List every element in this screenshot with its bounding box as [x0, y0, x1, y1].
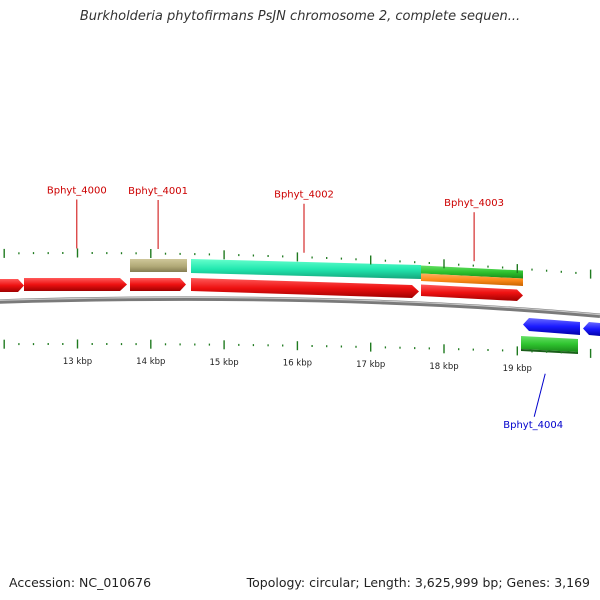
genome-backbone-highlight	[0, 296, 600, 316]
gene-arrow[interactable]	[583, 322, 600, 336]
gene-arrow[interactable]	[130, 278, 186, 291]
scale-ticks-inner	[3, 339, 592, 358]
scale-tick-label: 19 kbp	[503, 364, 532, 374]
gene-label[interactable]: Bphyt_4003	[444, 198, 504, 209]
genome-backbone	[0, 296, 600, 319]
gene-label-leader	[533, 373, 546, 417]
gene-arrow[interactable]	[421, 265, 523, 279]
scale-tick-label: 17 kbp	[356, 360, 385, 370]
page-title: Burkholderia phytofirmans PsJN chromosom…	[79, 9, 521, 24]
topology-length-genes-label: Topology: circular; Length: 3,625,999 bp…	[246, 575, 590, 590]
scale-tick-labels: 13 kbp 14 kbp 15 kbp 16 kbp 17 kbp 18 kbp 19 k…	[63, 357, 532, 374]
gene-arrow[interactable]	[521, 349, 578, 354]
gene-arrow[interactable]	[130, 259, 187, 272]
gene-arrow[interactable]	[421, 284, 523, 302]
gene-arrow[interactable]	[521, 336, 578, 352]
gene-arrow[interactable]	[24, 278, 127, 291]
accession-label: Accession: NC_010676	[9, 575, 152, 590]
gene-arrow[interactable]	[191, 278, 419, 298]
gene-arrow[interactable]	[523, 318, 580, 335]
scale-tick-label: 18 kbp	[429, 362, 458, 372]
gene-arrow[interactable]	[191, 259, 421, 279]
gene-arrow[interactable]	[421, 273, 523, 287]
gene-label[interactable]: Bphyt_4004	[503, 420, 563, 431]
gene-label[interactable]: Bphyt_4000	[47, 186, 107, 197]
gene-label[interactable]: Bphyt_4001	[128, 186, 188, 197]
scale-tick-label: 13 kbp	[63, 357, 92, 367]
scale-ticks-outer	[3, 248, 592, 279]
gene-labels: Bphyt_4000 Bphyt_4001 Bphyt_4002 Bphyt_4003…	[47, 186, 563, 431]
gene-arrow[interactable]	[0, 279, 24, 292]
gene-label[interactable]: Bphyt_4002	[274, 190, 334, 201]
scale-tick-label: 15 kbp	[209, 358, 238, 368]
scale-tick-label: 14 kbp	[136, 357, 165, 367]
scale-tick-label: 16 kbp	[283, 359, 312, 369]
